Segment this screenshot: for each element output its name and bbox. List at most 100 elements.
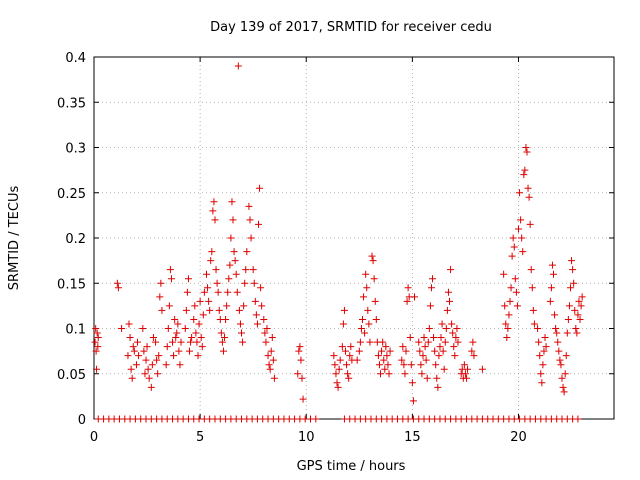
data-point xyxy=(560,388,568,396)
data-point xyxy=(221,334,229,342)
data-point xyxy=(424,338,432,346)
data-point xyxy=(344,370,352,378)
data-point xyxy=(153,356,161,364)
data-point xyxy=(268,334,276,342)
data-point xyxy=(142,356,150,364)
data-point xyxy=(126,334,134,342)
y-tick-label: 0.3 xyxy=(65,142,86,157)
data-point xyxy=(522,144,530,151)
data-point xyxy=(369,257,377,265)
data-point xyxy=(530,320,538,328)
data-point xyxy=(172,334,180,342)
data-point xyxy=(253,320,261,328)
data-point xyxy=(478,365,486,373)
data-point xyxy=(157,279,165,287)
data-point xyxy=(449,329,457,337)
data-point xyxy=(450,343,458,351)
data-point xyxy=(517,216,525,224)
data-point xyxy=(451,352,459,360)
data-point xyxy=(228,198,236,206)
data-point xyxy=(92,347,100,355)
data-point xyxy=(218,338,226,346)
data-point xyxy=(217,329,225,337)
data-points xyxy=(91,62,586,423)
data-point xyxy=(557,361,565,369)
data-point xyxy=(365,320,373,328)
data-point xyxy=(573,329,581,337)
data-point xyxy=(500,270,508,278)
data-point xyxy=(214,288,222,296)
data-point xyxy=(528,284,536,292)
data-point xyxy=(266,365,274,373)
data-point xyxy=(92,325,100,332)
data-point xyxy=(446,297,454,305)
data-point xyxy=(364,306,372,314)
data-point xyxy=(249,266,257,274)
data-point xyxy=(128,374,136,382)
data-point xyxy=(566,284,574,292)
data-point xyxy=(422,356,430,364)
data-point xyxy=(224,288,232,296)
data-point xyxy=(534,325,542,332)
data-point xyxy=(130,347,138,355)
data-point xyxy=(190,315,198,323)
data-point xyxy=(243,248,251,256)
data-point xyxy=(569,266,577,274)
data-point xyxy=(470,352,478,360)
data-point xyxy=(433,374,441,382)
data-point xyxy=(94,343,102,351)
data-point xyxy=(331,361,339,369)
data-point xyxy=(468,347,476,355)
data-point xyxy=(542,343,550,351)
y-tick-label: 0.1 xyxy=(65,323,86,338)
data-point xyxy=(353,356,361,364)
data-point xyxy=(423,374,431,382)
data-point xyxy=(535,338,543,346)
y-tick-label: 0 xyxy=(78,413,86,428)
data-point xyxy=(140,347,148,355)
data-point xyxy=(156,293,164,301)
data-point xyxy=(263,325,271,332)
data-point xyxy=(407,361,415,369)
data-point xyxy=(574,415,582,423)
data-point xyxy=(409,397,417,405)
data-point xyxy=(452,334,460,342)
data-point xyxy=(297,356,305,364)
data-point xyxy=(357,325,365,332)
data-point xyxy=(443,306,451,314)
y-tick-label: 0.25 xyxy=(57,187,86,202)
data-point xyxy=(575,297,583,305)
data-point xyxy=(332,370,340,378)
x-tick-label: 15 xyxy=(404,430,421,445)
data-point xyxy=(333,379,341,387)
data-point xyxy=(299,395,307,403)
data-point xyxy=(312,415,320,423)
data-point xyxy=(173,329,181,337)
data-point xyxy=(194,352,202,360)
data-point xyxy=(525,193,533,201)
data-point xyxy=(509,234,517,242)
data-point xyxy=(144,365,152,373)
data-point xyxy=(210,198,218,206)
data-point xyxy=(227,234,235,242)
data-point xyxy=(267,347,275,355)
data-point xyxy=(527,266,535,274)
data-point xyxy=(529,306,537,314)
data-point xyxy=(183,288,191,296)
data-point xyxy=(437,334,445,342)
data-point xyxy=(330,352,338,360)
data-point xyxy=(429,275,437,283)
data-point xyxy=(164,325,172,332)
data-point xyxy=(561,370,569,378)
data-point xyxy=(165,302,173,310)
data-point xyxy=(399,343,407,351)
data-point xyxy=(404,284,412,292)
data-point xyxy=(453,325,461,332)
data-point xyxy=(209,207,217,215)
data-point xyxy=(503,334,511,342)
data-point xyxy=(508,252,516,260)
data-point xyxy=(378,347,386,355)
data-point xyxy=(240,302,248,310)
data-point xyxy=(222,315,230,323)
